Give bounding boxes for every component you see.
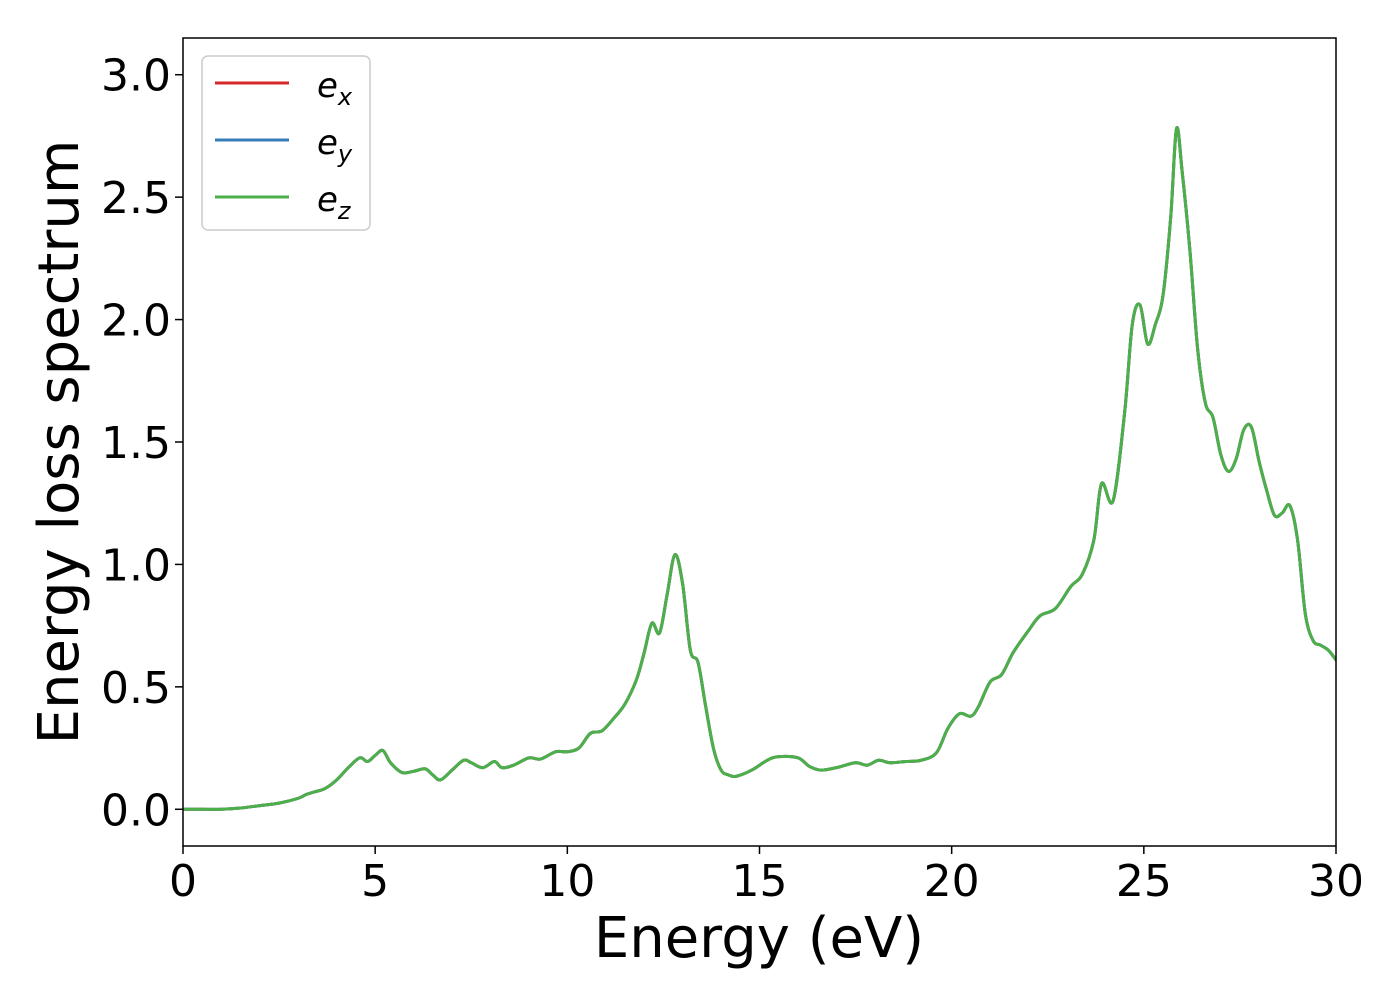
y-tick-label: 0.5 — [101, 663, 171, 714]
x-tick-label: 10 — [539, 856, 595, 907]
x-axis-label: Energy (eV) — [594, 906, 924, 971]
legend-box — [201, 55, 371, 231]
x-tick-label: 15 — [732, 856, 788, 907]
x-tick-label: 0 — [169, 856, 197, 907]
y-tick-label: 2.5 — [101, 173, 171, 224]
series-layer — [183, 126, 1336, 811]
y-tick-label: 3.0 — [101, 51, 171, 102]
x-tick-label: 25 — [1116, 856, 1172, 907]
x-tick-label: 30 — [1308, 856, 1364, 907]
series-line-ez — [183, 126, 1336, 811]
x-tick-label: 5 — [361, 856, 389, 907]
y-tick-label: 1.0 — [101, 540, 171, 591]
y-tick-label: 2.0 — [101, 296, 171, 347]
y-axis-label: Energy loss spectrum — [27, 140, 92, 745]
x-tick-label: 20 — [924, 856, 980, 907]
y-tick-label: 1.5 — [101, 418, 171, 469]
y-ticks: 0.0 0.5 1.0 1.5 2.0 2.5 3.0 — [101, 51, 183, 836]
x-ticks: 0 5 10 15 20 25 30 — [169, 846, 1364, 907]
y-tick-label: 0.0 — [101, 785, 171, 836]
legend-label-ez: ez — [317, 180, 352, 225]
